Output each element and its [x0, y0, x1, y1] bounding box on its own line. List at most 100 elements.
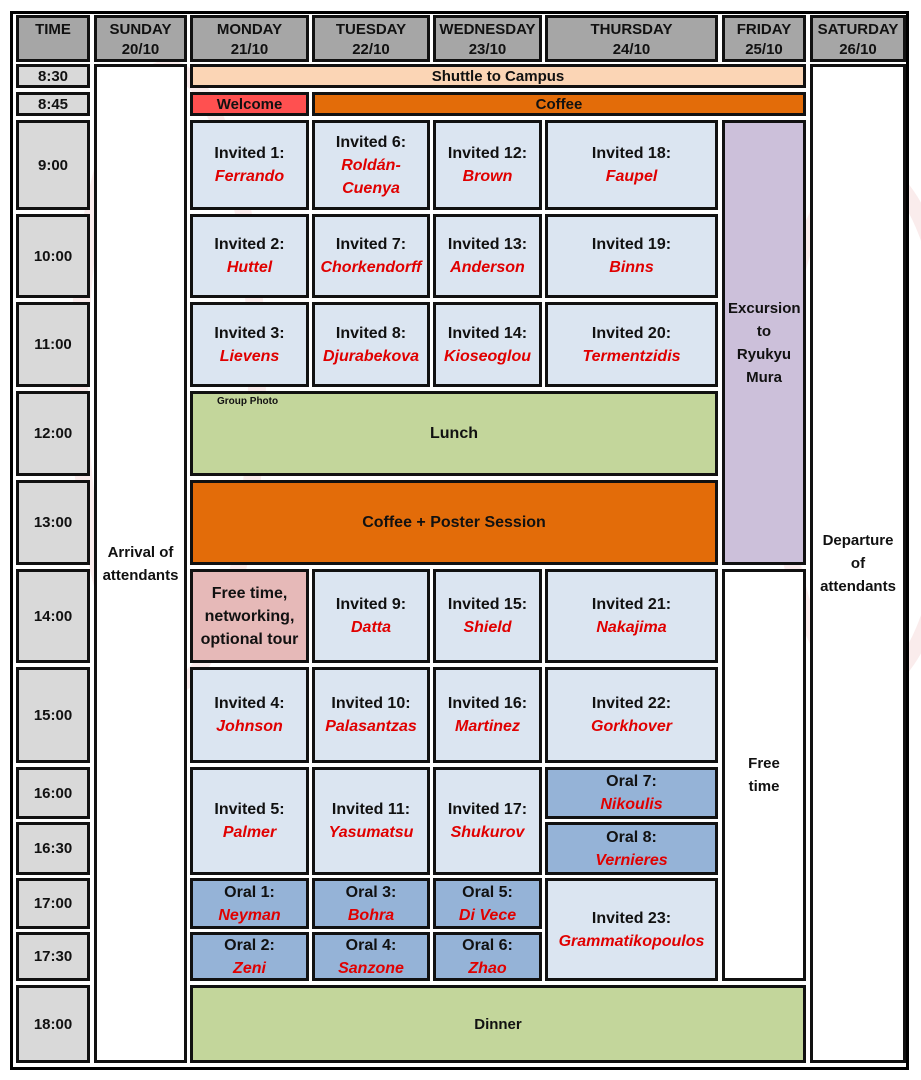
talk-label: Invited 21: [591, 596, 672, 613]
header-date: 25/10 [745, 41, 783, 58]
time-slot: 15:00 [16, 667, 90, 763]
speaker-name: Zhao [468, 959, 507, 977]
talk-label: Invited 15: [447, 596, 528, 613]
time-slot: 16:00 [16, 767, 90, 819]
talk-label: Invited 16: [447, 695, 528, 712]
invited-talk: Invited 8: Djurabekova [312, 302, 430, 387]
speaker-name: Palmer [222, 824, 277, 841]
talk-label: Invited 2: [214, 236, 285, 253]
speaker-name: Grammatikopoulos [558, 932, 705, 950]
arrival-cell: Arrival of attendants [94, 64, 187, 1063]
header-day: TUESDAY [335, 21, 407, 38]
talk-label: Oral 8: [606, 828, 657, 846]
invited-talk: Invited 10: Palasantzas [312, 667, 430, 763]
header-date: 20/10 [121, 41, 160, 58]
speaker-name: Anderson [450, 259, 525, 276]
speaker-name: Nikoulis [600, 796, 663, 813]
lunch-event-label: Lunch [430, 425, 478, 442]
talk-label: Invited 6: [335, 133, 407, 151]
time-slot: 8:30 [16, 64, 90, 88]
time-label: 11:00 [34, 336, 72, 353]
talk-label: Invited 18: [591, 145, 672, 162]
time-label: 15:00 [33, 706, 73, 724]
column-header: THURSDAY 24/10 [545, 15, 718, 62]
talk-label: Invited 12: [447, 145, 528, 162]
speaker-name: Nakajima [596, 619, 667, 636]
talk-label: Invited 5: [214, 801, 285, 818]
talk-label: Invited 13: [447, 236, 528, 253]
talk-label: Invited 17: [447, 801, 528, 818]
invited-talk: Invited 14: Kioseoglou [433, 302, 542, 387]
invited-talk: Invited 22: Gorkhover [545, 667, 718, 763]
invited-talk: Invited 6: Roldán-Cuenya [312, 120, 430, 210]
column-header: TUESDAY 22/10 [312, 15, 430, 62]
time-slot: 9:00 [16, 120, 90, 210]
time-slot: 12:00 [16, 391, 90, 476]
header-date: 22/10 [352, 41, 390, 58]
header-day: WEDNESDAY [439, 21, 536, 38]
header-day: FRIDAY [736, 21, 792, 38]
header-day: TIME [35, 21, 71, 38]
free-time-networking-event: Free time, networking, optional tour [190, 569, 309, 663]
time-slot: 18:00 [16, 985, 90, 1063]
invited-talk: Invited 20: Termentzidis [545, 302, 718, 387]
header-day: SUNDAY [109, 21, 172, 38]
oral-talk: Oral 7: Nikoulis [545, 767, 718, 819]
speaker-name: Chorkendorff [320, 259, 422, 276]
talk-label: Oral 5: [462, 883, 513, 901]
shuttle-event-label: Shuttle to Campus [431, 67, 565, 85]
talk-label: Invited 19: [591, 236, 672, 253]
time-label: 9:00 [37, 156, 69, 174]
talk-label: Invited 1: [214, 145, 285, 162]
invited-talk: Invited 17: Shukurov [433, 767, 542, 875]
speaker-name: Di Vece [458, 906, 517, 924]
time-label: 16:00 [33, 784, 73, 802]
speaker-name: Djurabekova [322, 347, 420, 365]
speaker-name: Faupel [605, 168, 658, 185]
free-time-networking-event-label: Free time, networking, optional tour [200, 584, 299, 648]
group-photo-note: Group Photo [217, 396, 279, 407]
invited-talk: Invited 19: Binns [545, 214, 718, 298]
speaker-name: Kioseoglou [443, 347, 532, 365]
oral-talk: Oral 8: Vernieres [545, 822, 718, 875]
talk-label: Oral 1: [224, 883, 275, 901]
free-time-event-label: Free time [748, 755, 780, 795]
talk-label: Invited 9: [335, 596, 407, 613]
talk-label: Invited 3: [214, 324, 285, 342]
time-label: 16:30 [33, 840, 73, 857]
invited-talk: Invited 9: Datta [312, 569, 430, 663]
excursion-event-label: Excursion to Ryukyu Mura [728, 299, 801, 386]
invited-talk: Invited 18: Faupel [545, 120, 718, 210]
coffee-poster-event-label: Coffee + Poster Session [362, 514, 546, 531]
speaker-name: Roldán-Cuenya [341, 156, 401, 197]
header-date: 21/10 [230, 41, 269, 58]
time-slot: 16:30 [16, 822, 90, 875]
time-slot: 17:00 [16, 878, 90, 929]
speaker-name: Vernieres [595, 851, 668, 869]
time-slot: 14:00 [16, 569, 90, 663]
time-label: 10:00 [33, 247, 73, 265]
coffee-event-label: Coffee [535, 95, 583, 113]
invited-talk: Invited 5: Palmer [190, 767, 309, 875]
talk-label: Oral 2: [224, 936, 275, 954]
welcome-event: Welcome [190, 92, 309, 116]
lunch-event: Lunch Group Photo [190, 391, 718, 476]
talk-label: Invited 22: [591, 695, 672, 712]
talk-label: Invited 10: [331, 695, 411, 712]
column-header: MONDAY 21/10 [190, 15, 309, 62]
invited-talk: Invited 23: Grammatikopoulos [545, 878, 718, 981]
coffee-poster-event: Coffee + Poster Session [190, 480, 718, 565]
column-header: SUNDAY 20/10 [94, 15, 187, 62]
time-label: 18:00 [33, 1015, 73, 1033]
talk-label: Invited 20: [591, 324, 672, 342]
invited-talk: Invited 4: Johnson [190, 667, 309, 763]
oral-talk: Oral 6: Zhao [433, 932, 542, 981]
invited-talk: Invited 21: Nakajima [545, 569, 718, 663]
talk-label: Oral 7: [606, 773, 657, 790]
arrival-cell-label: Arrival of attendants [102, 543, 179, 584]
speaker-name: Binns [609, 259, 654, 276]
header-date: 24/10 [612, 41, 651, 58]
oral-talk: Oral 1: Neyman [190, 878, 309, 929]
talk-label: Invited 7: [335, 236, 407, 253]
speaker-name: Palasantzas [325, 718, 417, 735]
